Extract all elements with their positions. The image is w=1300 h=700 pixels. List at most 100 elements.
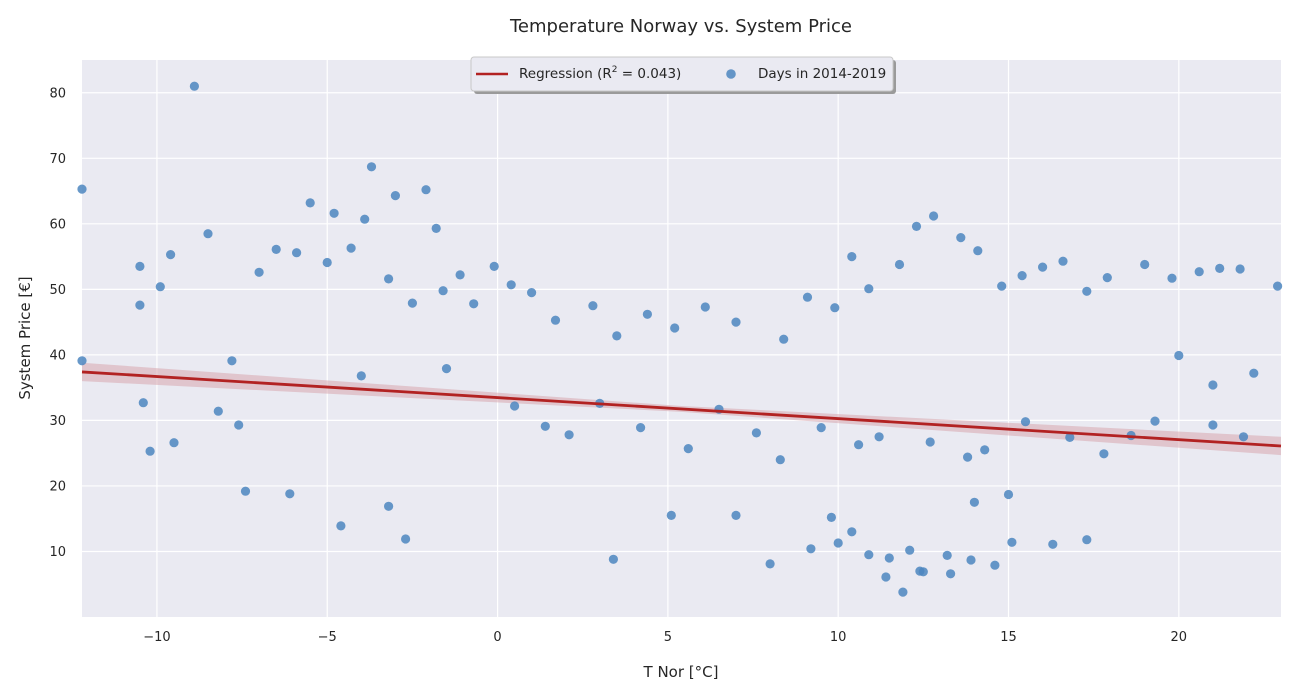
- data-point: [830, 303, 840, 313]
- data-point: [421, 185, 431, 195]
- data-point: [894, 259, 905, 270]
- data-point: [1007, 537, 1017, 547]
- data-point: [1065, 432, 1075, 442]
- data-point: [918, 567, 928, 577]
- data-point: [963, 452, 973, 462]
- y-tick-label: 50: [49, 283, 66, 298]
- data-point: [874, 432, 884, 442]
- data-point: [816, 423, 826, 433]
- data-point: [384, 274, 394, 284]
- data-point: [509, 401, 520, 411]
- data-point: [1249, 368, 1259, 378]
- data-point: [213, 406, 223, 416]
- data-point: [700, 302, 710, 312]
- data-point: [506, 280, 516, 290]
- data-point: [847, 527, 857, 537]
- data-point: [881, 572, 891, 582]
- data-point: [731, 317, 741, 327]
- data-point: [407, 298, 417, 308]
- data-point: [969, 497, 980, 507]
- x-tick-labels: −10 −5 0 5 10 15 20: [143, 630, 1187, 645]
- x-tick-label: 10: [830, 630, 847, 645]
- y-axis-label: System Price [€]: [16, 276, 34, 399]
- data-point: [227, 356, 237, 366]
- data-point: [990, 560, 1000, 570]
- data-points: [77, 81, 1283, 597]
- data-point: [438, 286, 448, 296]
- data-point: [847, 252, 857, 262]
- data-point: [203, 229, 213, 239]
- y-tick-label: 40: [49, 348, 66, 363]
- data-point: [1048, 539, 1058, 549]
- data-point: [980, 445, 990, 455]
- data-point: [1174, 350, 1184, 361]
- data-point: [390, 191, 400, 201]
- data-point: [973, 246, 983, 256]
- data-point: [77, 356, 87, 366]
- data-point: [1017, 271, 1027, 281]
- data-point: [441, 364, 452, 374]
- data-point: [765, 559, 775, 569]
- data-point: [956, 233, 966, 243]
- data-point: [1194, 267, 1204, 277]
- data-point: [683, 444, 693, 454]
- data-point: [356, 371, 366, 381]
- y-tick-label: 20: [49, 479, 66, 494]
- data-point: [292, 248, 302, 258]
- data-point: [898, 587, 908, 597]
- legend-box: [470, 56, 894, 92]
- x-tick-label: −5: [318, 630, 337, 645]
- x-axis-label: T Nor [°C]: [643, 663, 719, 681]
- y-tick-labels: 10 20 30 40 50 60 70 80: [49, 86, 66, 560]
- data-point: [925, 437, 935, 447]
- data-point: [166, 250, 176, 260]
- data-point: [138, 398, 148, 408]
- data-point: [169, 438, 179, 448]
- data-point: [305, 198, 315, 208]
- data-point: [1140, 259, 1150, 270]
- data-point: [1003, 489, 1014, 500]
- legend-points-swatch: [726, 69, 736, 79]
- data-point: [271, 244, 281, 254]
- legend-regression-suffix: = 0.043): [618, 66, 682, 82]
- data-point: [384, 501, 394, 511]
- data-point: [826, 512, 837, 523]
- data-point: [1038, 262, 1048, 272]
- data-point: [1167, 273, 1177, 283]
- y-tick-label: 70: [49, 152, 66, 167]
- regression-layer: [81, 370, 1282, 448]
- data-point: [135, 261, 145, 271]
- data-point: [540, 421, 550, 431]
- data-point: [854, 440, 864, 450]
- data-point: [322, 257, 332, 268]
- data-point: [779, 334, 789, 344]
- data-point: [1273, 281, 1283, 291]
- data-point: [588, 301, 598, 311]
- data-point: [884, 553, 894, 563]
- data-point: [911, 221, 922, 231]
- data-point: [1238, 432, 1249, 442]
- data-point: [608, 554, 619, 564]
- data-point: [527, 288, 537, 298]
- data-point: [366, 162, 377, 172]
- data-point: [864, 550, 874, 560]
- data-point: [254, 267, 264, 277]
- data-point: [564, 430, 574, 440]
- legend-regression-prefix: Regression (R: [519, 66, 612, 82]
- data-point: [1058, 256, 1068, 266]
- data-point: [1020, 417, 1031, 427]
- data-point: [997, 281, 1007, 291]
- data-point: [155, 282, 165, 292]
- data-point: [670, 323, 680, 333]
- data-point: [833, 538, 843, 548]
- x-tick-label: 20: [1171, 630, 1188, 645]
- data-point: [1208, 420, 1218, 430]
- data-point: [1082, 286, 1092, 296]
- data-point: [864, 284, 874, 294]
- data-point: [469, 299, 479, 309]
- data-point: [360, 214, 370, 224]
- legend: Regression (R2 = 0.043) Days in 2014-201…: [470, 56, 896, 94]
- data-point: [401, 534, 411, 544]
- grid-lines: [82, 60, 1281, 617]
